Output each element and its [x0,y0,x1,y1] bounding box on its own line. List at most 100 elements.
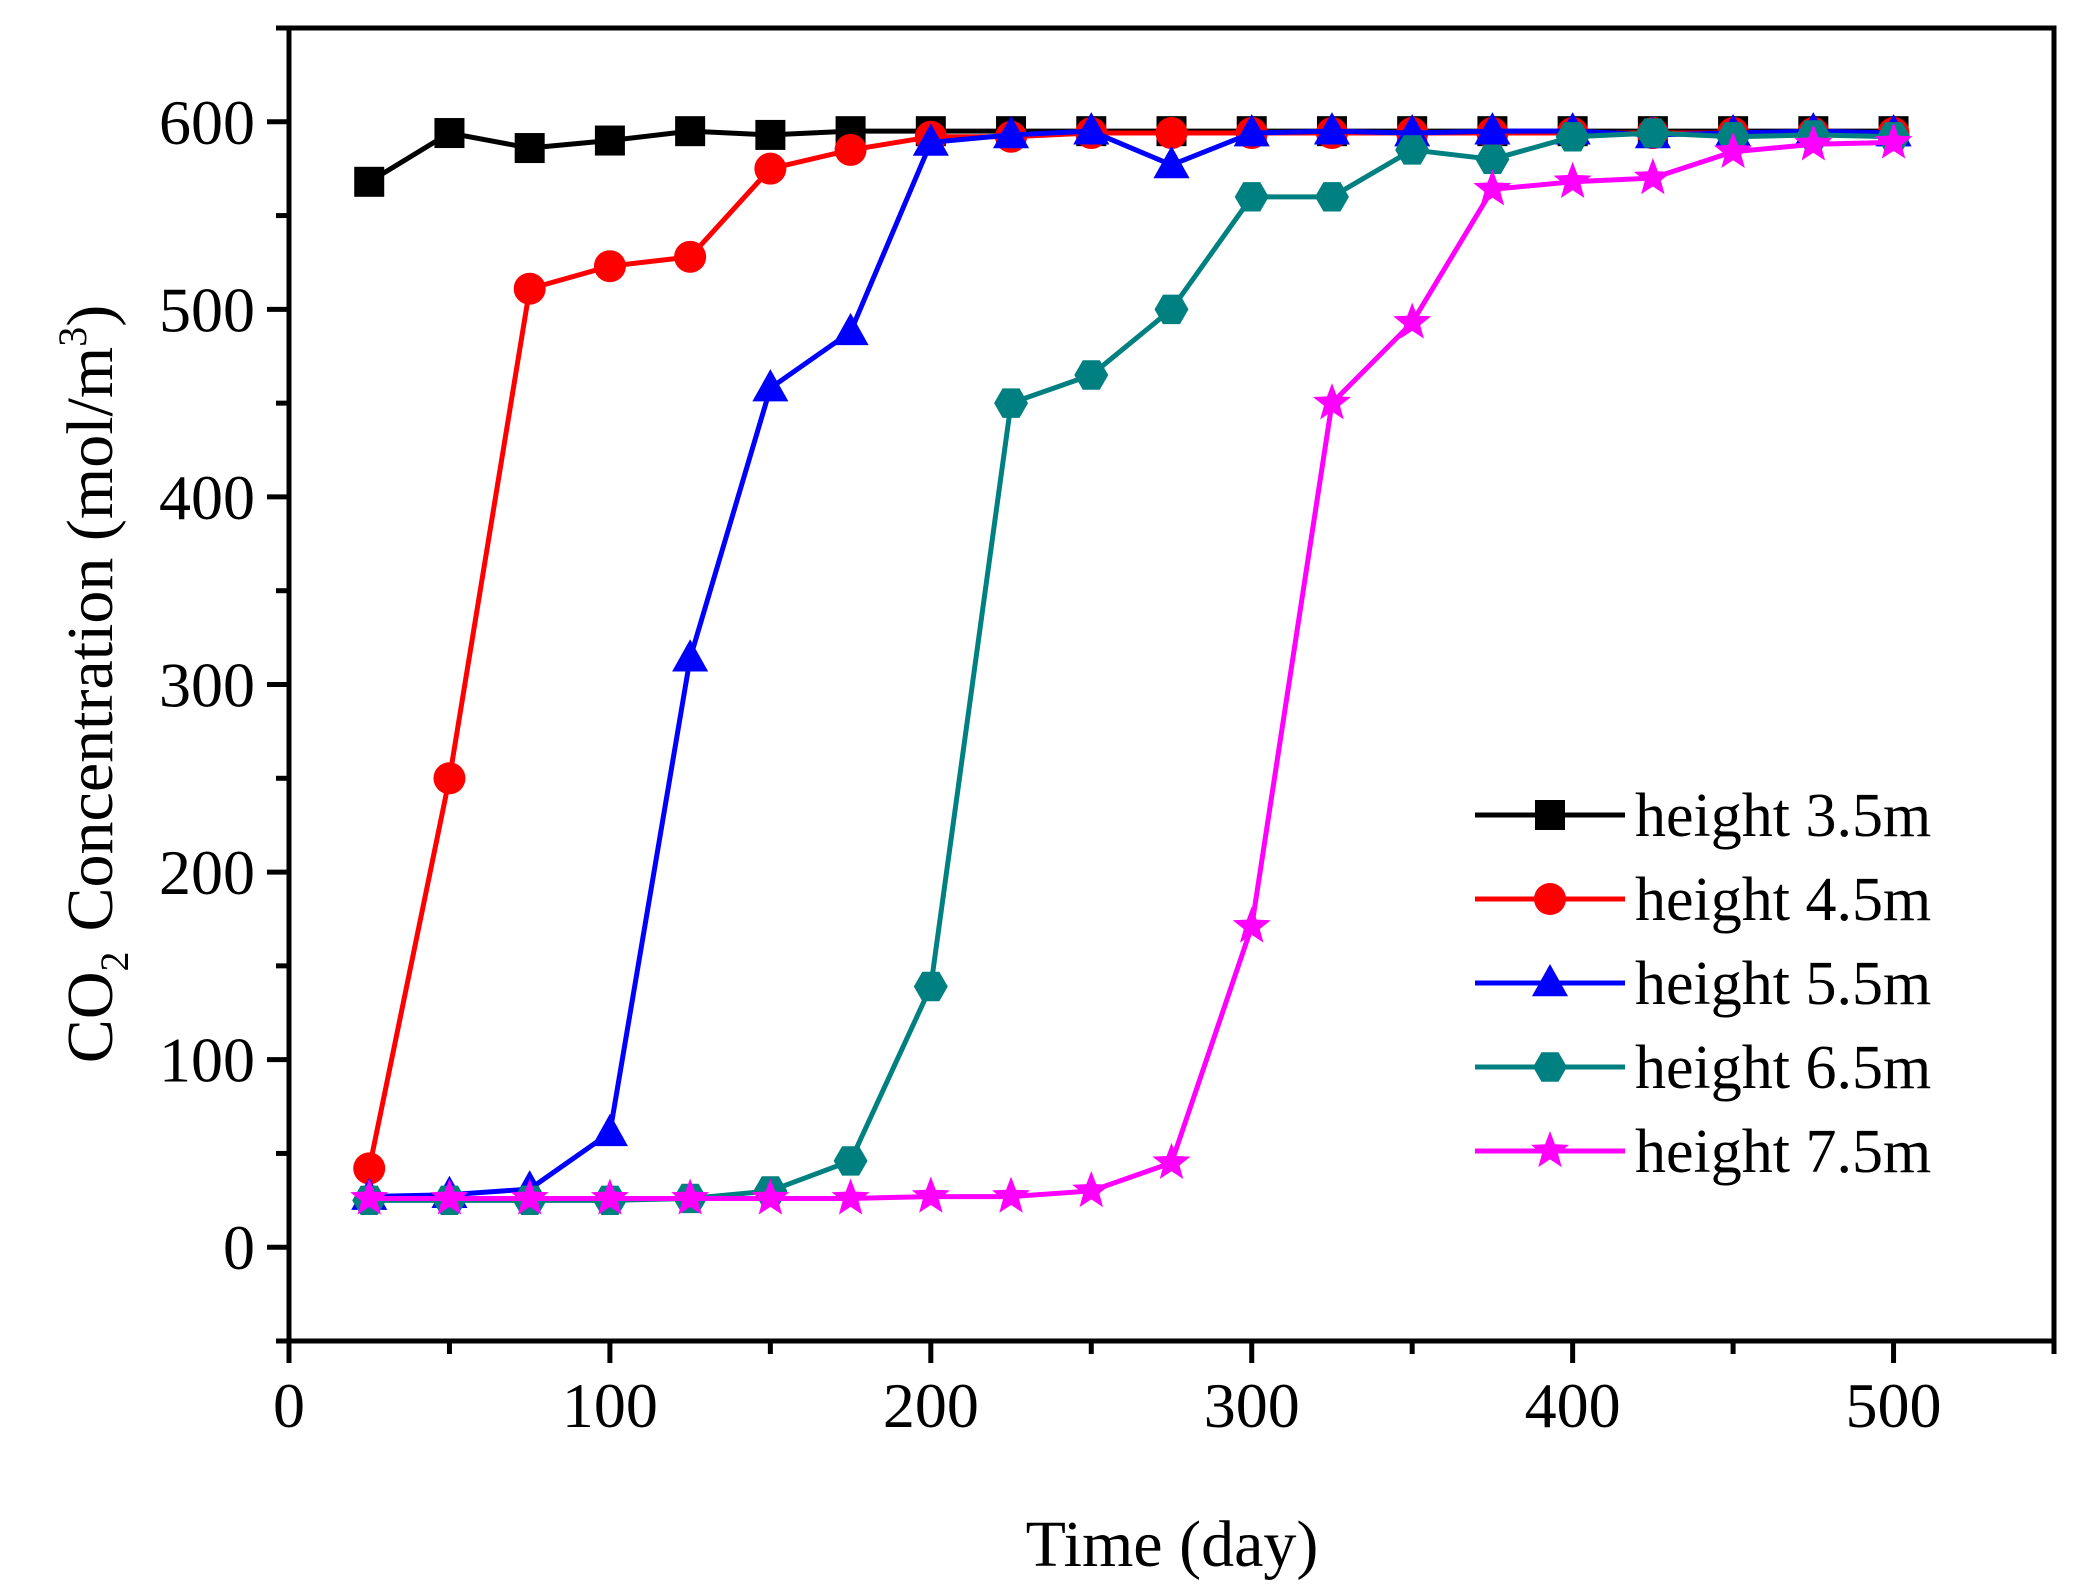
y-axis-title-subscript: 2 [92,952,137,972]
data-point-circle [834,133,867,166]
data-point-triangle [992,115,1030,149]
x-tick-label: 0 [273,1370,305,1441]
y-tick-label: 0 [223,1212,255,1283]
data-point-hexagon [1154,294,1189,325]
data-point-star [751,1178,790,1215]
svg-text:CO2Concentration (mol/m3): CO2 Concentration (mol/m3) [50,305,137,1063]
x-axis-title: Time (day) [1026,1508,1319,1581]
data-point-square [514,133,545,164]
data-point-star [1232,906,1271,943]
series-1 [354,116,1909,197]
data-point-star [911,1176,950,1213]
series-2 [353,117,1910,1185]
series-5 [350,122,1913,1215]
data-point-star [992,1176,1031,1213]
data-point-square [675,116,706,147]
data-point-square [1535,800,1565,830]
legend-item: height 4.5m [1475,866,1931,934]
data-point-circle [513,272,546,305]
y-tick-label: 300 [159,650,255,721]
data-point-circle [433,762,466,795]
data-point-star [1312,383,1351,420]
x-tick-label: 500 [1846,1370,1942,1441]
y-tick-label: 200 [159,837,255,908]
legend-item: height 3.5m [1475,782,1931,850]
data-point-star [1072,1170,1111,1208]
data-point-star [510,1178,549,1215]
axis-ticks [267,25,2057,1363]
data-point-hexagon [1533,1052,1567,1082]
data-point-triangle [1233,114,1270,147]
data-point-triangle [752,369,789,402]
y-tick-label: 400 [159,462,255,533]
legend-label: height 3.5m [1635,782,1931,850]
data-point-hexagon [1475,144,1510,175]
y-axis-title-superscript: 3 [50,327,95,347]
y-tick-label: 500 [159,274,255,345]
data-point-hexagon [994,388,1029,418]
data-point-hexagon [1395,135,1430,165]
data-point-hexagon [1314,182,1349,212]
data-point-triangle [672,639,709,672]
data-point-star [1530,1131,1570,1168]
data-point-triangle [1531,964,1569,997]
x-tick-label: 100 [562,1370,658,1441]
y-axis-title-suffix: ) [54,305,127,327]
data-point-triangle [1073,112,1110,145]
data-point-square [354,166,385,197]
y-axis-title-prefix: CO [54,972,127,1064]
series-layer [350,112,1913,1216]
legend: height 3.5m height 4.5m height 5.5m height … [1475,782,1931,1186]
legend-label: height 7.5m [1635,1118,1931,1186]
legend-item: height 6.5m [1475,1034,1931,1102]
y-tick-label: 600 [159,87,255,158]
data-point-triangle [832,312,869,346]
x-tick-label: 400 [1525,1370,1621,1441]
data-point-star [1393,302,1432,339]
legend-label: height 5.5m [1635,950,1931,1018]
legend-label: height 6.5m [1635,1034,1931,1102]
data-point-hexagon [1074,360,1109,390]
data-point-triangle [591,1113,628,1147]
data-point-star [1633,158,1672,195]
data-point-star [671,1178,710,1215]
tick-labels: 0 100 200 300 400 500 0 100 200 300 400 500 600 [159,87,1942,1441]
data-point-circle [1155,117,1188,150]
data-point-triangle [912,123,949,156]
data-point-star [1553,161,1592,198]
data-point-hexagon [1234,182,1269,212]
data-point-star [1152,1142,1191,1179]
data-point-star [831,1178,870,1215]
data-point-hexagon [913,971,948,1002]
y-axis-title-main: Concentration (mol/m [54,347,127,932]
data-point-star [590,1178,629,1215]
legend-item: height 5.5m [1475,950,1931,1018]
data-point-star [430,1178,469,1215]
data-point-hexagon [1635,118,1670,148]
data-point-circle [593,250,626,283]
data-point-triangle [1313,112,1351,145]
data-point-star [1874,122,1913,159]
legend-item: height 7.5m [1475,1118,1931,1186]
data-point-hexagon [1555,122,1590,152]
y-axis-title: CO2 Concentration (mol/m3) [50,305,137,1063]
data-point-circle [674,240,707,273]
data-point-triangle [1474,112,1511,145]
data-point-square [755,119,786,150]
data-point-hexagon [833,1146,868,1176]
data-point-square [594,125,625,156]
series-line [369,139,1894,1201]
data-point-circle [754,152,787,185]
data-point-circle [353,1152,386,1185]
x-tick-label: 200 [883,1370,979,1441]
data-point-star [1473,169,1512,206]
data-point-triangle [1153,145,1190,179]
data-point-star [1714,131,1753,168]
x-tick-label: 300 [1204,1370,1300,1441]
legend-label: height 4.5m [1635,866,1931,934]
data-point-circle [1534,883,1566,915]
data-point-star [1794,124,1833,161]
data-point-star [350,1178,389,1215]
data-point-square [434,118,465,149]
